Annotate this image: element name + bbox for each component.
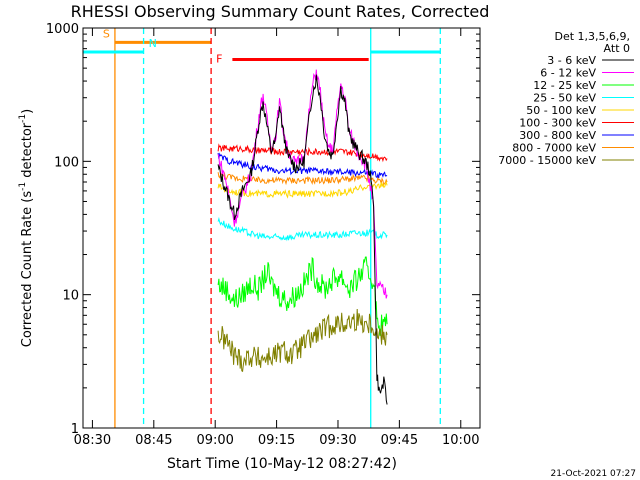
- legend-label: 50 - 100 keV: [526, 104, 596, 117]
- series-line: [217, 216, 388, 242]
- y-tick-label: 1000: [46, 22, 79, 37]
- x-tick-label: 09:00: [196, 433, 233, 448]
- observing-markers: S N F: [83, 27, 441, 428]
- marker-label: F: [216, 53, 222, 66]
- legend-label: 3 - 6 keV: [547, 54, 596, 67]
- legend-header: Det 1,3,5,6,9,: [554, 30, 630, 43]
- y-tick-label: 100: [54, 155, 79, 170]
- axes: 08:30 08:45 09:00 09:15 09:30 09:45 10:00 1 10 10…: [46, 22, 480, 448]
- series-lines: [217, 69, 388, 405]
- y-label-part-3: ): [20, 109, 35, 114]
- series-line: [217, 152, 388, 179]
- y-label-sup-2: -1: [18, 114, 28, 123]
- x-tick-label: 08:45: [135, 433, 172, 448]
- series-line: [217, 74, 388, 405]
- legend-label: 7000 - 15000 keV: [498, 154, 596, 167]
- x-tick-label: 09:30: [319, 433, 356, 448]
- y-label-part-2: detector: [20, 122, 35, 182]
- x-tick-label: 10:00: [442, 433, 479, 448]
- chart-title: RHESSI Observing Summary Count Rates, Co…: [71, 2, 490, 21]
- series-line: [217, 308, 388, 373]
- marker-label: N: [149, 37, 157, 50]
- legend-label: 100 - 300 keV: [519, 117, 596, 130]
- y-label-sup-1: -1: [18, 182, 28, 191]
- legend-label: 12 - 25 keV: [533, 79, 596, 92]
- x-tick-label: 08:30: [74, 433, 111, 448]
- plot-frame: [82, 27, 481, 429]
- legend-label: 6 - 12 keV: [540, 67, 596, 80]
- series-line: [217, 171, 388, 187]
- x-tick-label: 09:45: [381, 433, 418, 448]
- legend-header: Att 0: [604, 42, 630, 55]
- series-line: [217, 180, 388, 199]
- y-tick-label: 1: [71, 422, 79, 437]
- series-line: [217, 256, 388, 336]
- footer-date: 21-Oct-2021 07:27: [551, 469, 636, 479]
- y-tick-label: 10: [62, 289, 79, 304]
- legend-label: 300 - 800 keV: [519, 129, 596, 142]
- legend-label: 25 - 50 keV: [533, 92, 596, 105]
- x-tick-label: 09:15: [258, 433, 295, 448]
- legend-label: 800 - 7000 keV: [512, 142, 596, 155]
- x-axis-label: Start Time (10-May-12 08:27:42): [167, 456, 397, 472]
- y-label-part-1: Corrected Count Rate (s: [20, 191, 35, 348]
- y-axis-label: Corrected Count Rate (s-1 detector-1): [18, 109, 35, 347]
- marker-label: S: [103, 27, 110, 40]
